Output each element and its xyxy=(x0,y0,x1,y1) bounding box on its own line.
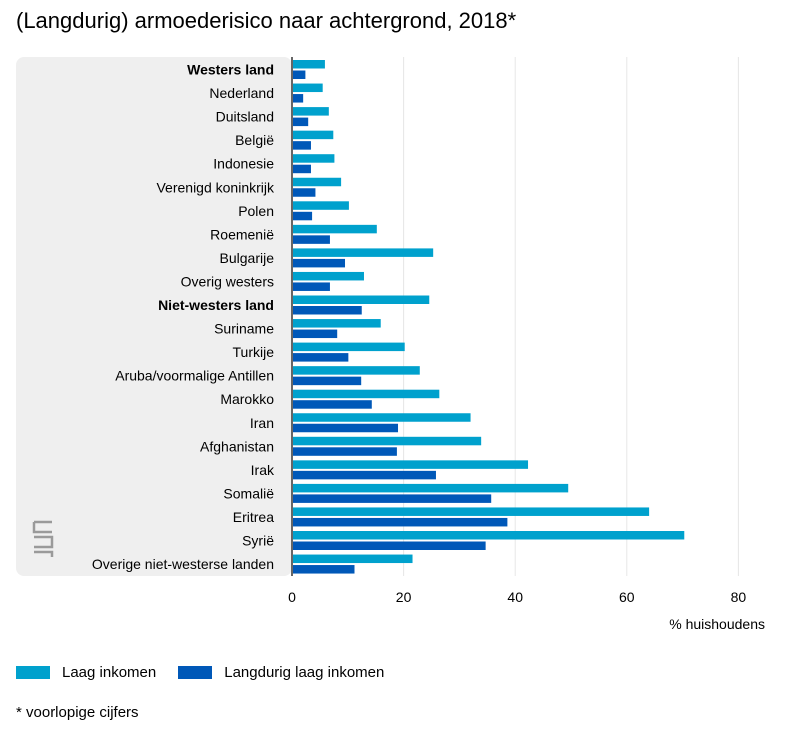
bar-laag[interactable] xyxy=(292,460,529,469)
logo-stroke xyxy=(34,535,54,549)
bar-langdurig[interactable] xyxy=(292,188,316,197)
bar-laag[interactable] xyxy=(292,531,685,540)
label-panel xyxy=(16,57,292,576)
bar-laag[interactable] xyxy=(292,436,482,446)
bar-laag[interactable] xyxy=(292,224,377,234)
footnote: * voorlopige cijfers xyxy=(16,704,139,721)
legend-label-laag: Laag inkomen xyxy=(62,664,157,681)
category-label: Somalië xyxy=(223,485,274,501)
bar-langdurig[interactable] xyxy=(292,470,436,480)
category-label: Nederland xyxy=(209,85,274,101)
bar-laag[interactable] xyxy=(292,248,434,257)
bar-langdurig[interactable] xyxy=(292,494,492,503)
bar-laag[interactable] xyxy=(292,177,342,187)
bar-langdurig[interactable] xyxy=(292,376,362,386)
bar-langdurig[interactable] xyxy=(292,117,309,127)
bar-laag[interactable] xyxy=(292,389,440,399)
bar-langdurig[interactable] xyxy=(292,329,338,339)
bars-group xyxy=(292,60,685,574)
legend-label-langdurig: Langdurig laag inkomen xyxy=(224,664,385,681)
x-tick-labels: 0 20 40 60 80 xyxy=(288,589,746,605)
category-label: Marokko xyxy=(220,391,274,407)
bar-laag[interactable] xyxy=(292,60,325,69)
bar-laag[interactable] xyxy=(292,413,471,422)
legend-swatch-langdurig xyxy=(178,666,213,679)
bar-langdurig[interactable] xyxy=(292,353,349,362)
x-tick-label: 80 xyxy=(731,589,747,605)
bar-laag[interactable] xyxy=(292,295,430,305)
bar-langdurig[interactable] xyxy=(292,423,399,433)
bar-laag[interactable] xyxy=(292,107,329,116)
bar-laag[interactable] xyxy=(292,83,323,93)
legend: Laag inkomen Langdurig laag inkomen xyxy=(16,664,406,681)
bar-laag[interactable] xyxy=(292,342,405,352)
category-label: Eritrea xyxy=(233,509,274,525)
category-label: Duitsland xyxy=(216,109,274,125)
bar-langdurig[interactable] xyxy=(292,164,311,174)
bar-laag[interactable] xyxy=(292,201,349,210)
x-axis-title: % huishoudens xyxy=(669,616,765,632)
bar-laag[interactable] xyxy=(292,554,413,564)
bar-laag[interactable] xyxy=(292,319,381,328)
bar-laag[interactable] xyxy=(292,130,334,140)
bar-langdurig[interactable] xyxy=(292,141,311,150)
category-label: Overige niet-westerse landen xyxy=(92,556,274,572)
bar-langdurig[interactable] xyxy=(292,258,346,268)
bar-langdurig[interactable] xyxy=(292,235,330,244)
bar-langdurig[interactable] xyxy=(292,306,362,315)
bar-chart: Westers land Nederland Duitsland België Indo… xyxy=(16,57,765,632)
category-label: Roemenië xyxy=(210,226,274,242)
logo-stroke xyxy=(34,550,54,557)
bar-langdurig[interactable] xyxy=(292,70,306,80)
bar-langdurig[interactable] xyxy=(292,282,330,291)
x-tick-label: 40 xyxy=(507,589,523,605)
x-tick-label: 0 xyxy=(288,589,296,605)
chart-title: (Langdurig) armoederisico naar achtergro… xyxy=(16,8,517,33)
category-label: Syrië xyxy=(242,533,274,549)
category-label: Aruba/voormalige Antillen xyxy=(115,368,274,384)
bar-langdurig[interactable] xyxy=(292,211,313,221)
category-labels: Westers land Nederland Duitsland België Indo… xyxy=(92,62,275,573)
category-label: Verenigd koninkrijk xyxy=(156,179,275,195)
bar-laag[interactable] xyxy=(292,271,364,281)
bar-langdurig[interactable] xyxy=(292,447,397,456)
bar-langdurig[interactable] xyxy=(292,541,486,551)
bar-langdurig[interactable] xyxy=(292,565,355,574)
x-tick-label: 60 xyxy=(619,589,635,605)
bar-laag[interactable] xyxy=(292,366,420,375)
category-label: Niet-westers land xyxy=(158,297,274,313)
category-label: Suriname xyxy=(214,321,274,337)
bar-langdurig[interactable] xyxy=(292,94,304,103)
bar-laag[interactable] xyxy=(292,507,650,516)
legend-swatch-laag xyxy=(16,666,50,679)
category-label: Afghanistan xyxy=(200,438,274,454)
category-label: Irak xyxy=(251,462,275,478)
category-label: Bulgarije xyxy=(220,250,275,266)
category-label: Iran xyxy=(250,415,274,431)
category-label: België xyxy=(235,132,274,148)
bar-langdurig[interactable] xyxy=(292,517,508,527)
bar-laag[interactable] xyxy=(292,483,569,493)
category-label: Turkije xyxy=(233,344,275,360)
x-tick-label: 20 xyxy=(396,589,412,605)
category-label: Indonesie xyxy=(213,156,274,172)
legend-item-langdurig[interactable]: Langdurig laag inkomen xyxy=(178,664,384,681)
category-label: Polen xyxy=(238,203,274,219)
bar-langdurig[interactable] xyxy=(292,400,372,409)
legend-item-laag[interactable]: Laag inkomen xyxy=(16,664,156,681)
bar-laag[interactable] xyxy=(292,154,335,163)
cbs-logo xyxy=(32,520,54,557)
logo-stroke xyxy=(32,522,52,534)
category-label: Overig westers xyxy=(181,273,274,289)
category-label: Westers land xyxy=(187,62,274,78)
